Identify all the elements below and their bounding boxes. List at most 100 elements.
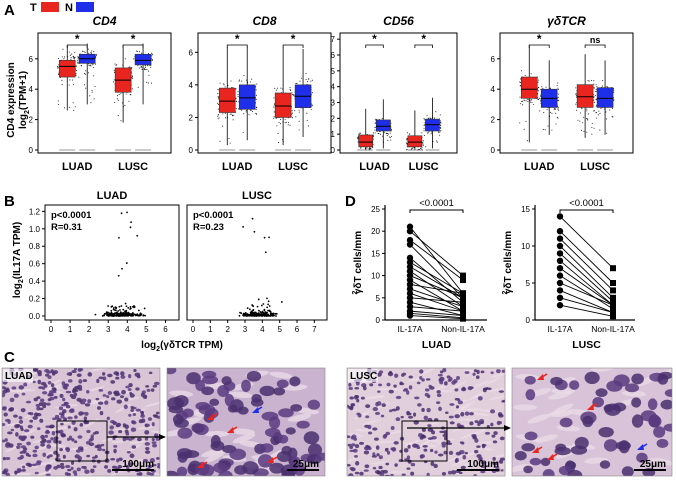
panel-a-point — [285, 121, 287, 123]
panel-a-point — [294, 110, 296, 112]
histology-nucleus — [19, 451, 23, 454]
histology-nucleus — [130, 408, 134, 412]
panel-a-category: LUAD — [524, 161, 555, 173]
panel-a-point — [147, 52, 150, 55]
panel-d-point-il17a — [406, 254, 414, 262]
histology-nucleus — [41, 386, 46, 390]
histology-nucleus — [20, 454, 24, 460]
histology-nucleus — [443, 450, 448, 455]
histology-nucleus — [79, 422, 84, 427]
histology-nucleus — [612, 402, 627, 412]
panel-b-point — [137, 314, 140, 317]
histology-stroma — [370, 461, 389, 465]
panel-b-xtick-label: 6 — [295, 325, 300, 334]
histology-nucleus — [354, 454, 358, 458]
histology-nucleus — [88, 442, 95, 447]
panel-a-point — [591, 133, 593, 135]
histology-nucleus — [9, 397, 15, 403]
histology-nucleus — [84, 469, 90, 474]
histology-stroma — [512, 404, 537, 411]
histology-nucleus — [355, 461, 360, 466]
histology-nucleus — [390, 447, 396, 451]
panel-a-point — [273, 117, 275, 119]
panel-d-point-il17a — [406, 272, 414, 279]
panel-b-ytick-label: 1.0 — [29, 225, 41, 234]
histology-nucleus — [462, 386, 466, 391]
panel-d-ylabel-sup: 2 — [502, 291, 509, 295]
histology-nucleus — [110, 397, 116, 401]
histology-stroma — [386, 430, 405, 435]
histology-nucleus — [386, 450, 391, 455]
histology-stroma — [283, 384, 308, 391]
histology-nucleus — [126, 451, 131, 454]
histology-nucleus — [664, 389, 672, 397]
histology-nucleus — [63, 383, 68, 387]
panel-a-point — [587, 119, 589, 121]
histology-nucleus — [213, 462, 228, 474]
panel-a-ytick-label: 4 — [331, 83, 336, 92]
histology-frame — [511, 367, 673, 477]
panel-a-point — [389, 132, 391, 134]
panel-b-point — [242, 225, 245, 228]
panel-b-point — [136, 313, 139, 316]
panel-a-point — [599, 129, 601, 131]
histology-nucleus — [408, 375, 413, 379]
cell-pointer-arrow-icon — [252, 407, 259, 413]
panel-a-point — [74, 106, 76, 108]
histology-nucleus — [472, 434, 477, 439]
panel-b-point — [260, 304, 263, 307]
histology-nucleus — [480, 465, 486, 469]
histology-nucleus — [480, 470, 486, 474]
histology-nucleus — [71, 370, 77, 374]
histology-nucleus — [574, 436, 589, 450]
panel-a-point — [277, 141, 280, 144]
histology-stroma — [473, 380, 490, 388]
histology-nucleus — [367, 431, 373, 435]
panel-a-point — [121, 102, 123, 104]
histology-nucleus — [81, 411, 85, 415]
histology-stroma — [431, 385, 449, 391]
histology-nucleus — [65, 404, 71, 409]
histology-nucleus — [379, 473, 385, 476]
panel-a-point — [420, 148, 422, 150]
histology-nucleus — [86, 389, 90, 394]
histology-nucleus — [120, 395, 125, 399]
histology-nucleus — [399, 381, 403, 385]
panel-b-point — [121, 267, 123, 270]
panel-b-point — [263, 236, 266, 239]
histology-nucleus — [448, 377, 453, 382]
panel-d-point-il17a — [406, 312, 414, 319]
panel-a-point — [68, 51, 70, 53]
histology-nucleus — [201, 386, 214, 396]
histology-nucleus — [107, 468, 112, 473]
histology-nucleus — [120, 375, 126, 379]
panel-a-point — [613, 90, 615, 92]
panel-a-ytick-label: 2 — [491, 116, 496, 125]
panel-a-point — [145, 68, 147, 71]
panel-a-point — [590, 79, 592, 82]
panel-a-point — [151, 55, 153, 57]
panel-a-point — [594, 101, 596, 103]
panel-a-point — [284, 122, 286, 124]
panel-a-point — [524, 74, 526, 77]
histology-stroma — [89, 399, 108, 403]
panel-a-point — [279, 123, 282, 125]
panel-a-point — [138, 51, 141, 53]
histology-nucleus — [71, 438, 75, 442]
histology-nucleus — [156, 456, 160, 460]
histology-stroma — [35, 462, 54, 466]
panel-a-point — [289, 124, 291, 126]
panel-a-point — [546, 109, 548, 111]
histology-nucleus — [50, 383, 55, 388]
panel-a-point — [291, 92, 293, 94]
histology-nucleus — [426, 472, 430, 476]
histology-nucleus — [107, 391, 113, 395]
panel-a-point — [150, 66, 152, 68]
panel-a-point — [250, 109, 252, 111]
histology-nucleus — [29, 412, 34, 416]
histology-nucleus — [76, 373, 82, 377]
histology-nucleus — [122, 423, 127, 428]
histology-nucleus — [151, 443, 158, 448]
histology-stroma — [622, 390, 646, 397]
panel-a-point — [527, 100, 529, 103]
